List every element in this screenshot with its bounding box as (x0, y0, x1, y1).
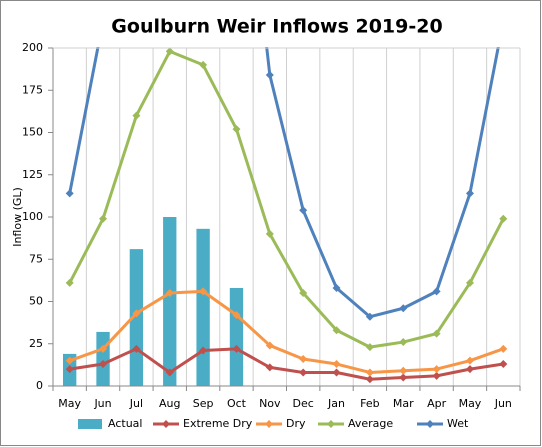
x-tick-label: Jun (494, 397, 512, 410)
marker (432, 329, 441, 338)
marker (99, 214, 108, 223)
legend-marker (426, 420, 434, 428)
x-tick-label: May (459, 397, 482, 410)
bar (163, 217, 177, 386)
marker (65, 189, 74, 198)
line (69, 289, 504, 374)
legend-marker (265, 420, 273, 428)
marker (165, 368, 174, 377)
y-tick-label: 75 (29, 252, 43, 265)
marker (432, 287, 441, 296)
x-tick-label: Mar (393, 397, 414, 410)
y-tick-label: 175 (22, 83, 43, 96)
marker (132, 111, 141, 120)
x-tick-label: Aug (159, 397, 180, 410)
y-tick-label: 125 (22, 168, 43, 181)
y-tick-label: 0 (36, 379, 43, 392)
line (68, 49, 505, 349)
marker (499, 360, 508, 369)
marker (465, 365, 474, 374)
marker (399, 304, 408, 313)
legend-label: Actual (108, 417, 142, 430)
marker (232, 344, 241, 353)
marker (465, 356, 474, 365)
marker (265, 363, 274, 372)
legend-label: Wet (447, 417, 469, 430)
legend-label: Extreme Dry (183, 417, 253, 430)
marker (332, 326, 341, 335)
x-tick-label: Nov (259, 397, 281, 410)
x-tick-label: Apr (427, 397, 447, 410)
marker (265, 229, 274, 238)
marker (299, 289, 308, 298)
marker (232, 311, 241, 320)
marker (465, 189, 474, 198)
marker (165, 289, 174, 298)
marker (299, 354, 308, 363)
marker (399, 373, 408, 382)
y-tick-label: 25 (29, 337, 43, 350)
marker (199, 346, 208, 355)
marker (99, 360, 108, 369)
marker (132, 344, 141, 353)
legend-label: Average (348, 417, 393, 430)
y-tick-label: 100 (22, 210, 43, 223)
bar (196, 228, 210, 386)
x-tick-label: Feb (360, 397, 379, 410)
x-tick-label: Dec (293, 397, 314, 410)
legend-marker (327, 420, 335, 428)
marker (265, 71, 274, 80)
marker (365, 368, 374, 377)
legend-swatch (78, 419, 102, 429)
marker (99, 344, 108, 353)
marker (432, 371, 441, 380)
marker (332, 283, 341, 292)
bar (229, 287, 244, 386)
marker (165, 47, 174, 56)
marker (365, 375, 374, 384)
marker (332, 368, 341, 377)
marker (499, 214, 508, 223)
chart-title: Goulburn Weir Inflows 2019-20 (111, 16, 442, 38)
marker (299, 368, 308, 377)
y-tick-label: 150 (22, 126, 43, 139)
marker (365, 343, 374, 352)
legend-marker (162, 420, 170, 428)
line (69, 347, 504, 381)
marker (399, 366, 408, 375)
x-tick-label: Jan (327, 397, 345, 410)
marker (199, 60, 208, 69)
y-tick-label: 50 (29, 295, 43, 308)
marker (299, 206, 308, 215)
marker (265, 341, 274, 350)
marker (65, 365, 74, 374)
x-tick-label: Oct (227, 397, 247, 410)
line (68, 47, 500, 319)
x-tick-label: May (58, 397, 81, 410)
x-tick-label: Jun (93, 397, 111, 410)
marker (65, 278, 74, 287)
legend-label: Dry (286, 417, 306, 430)
marker (132, 309, 141, 318)
x-tick-label: Sep (193, 397, 214, 410)
marker (465, 278, 474, 287)
y-tick-label: 200 (22, 41, 43, 54)
y-axis-label: Inflow (GL) (11, 187, 24, 247)
marker (432, 365, 441, 374)
x-tick-label: Jul (129, 397, 143, 410)
marker (199, 287, 208, 296)
marker (232, 125, 241, 134)
marker (499, 344, 508, 353)
bar (96, 331, 110, 386)
marker (332, 360, 341, 369)
marker (65, 356, 74, 365)
marker (399, 338, 408, 347)
marker (365, 312, 374, 321)
